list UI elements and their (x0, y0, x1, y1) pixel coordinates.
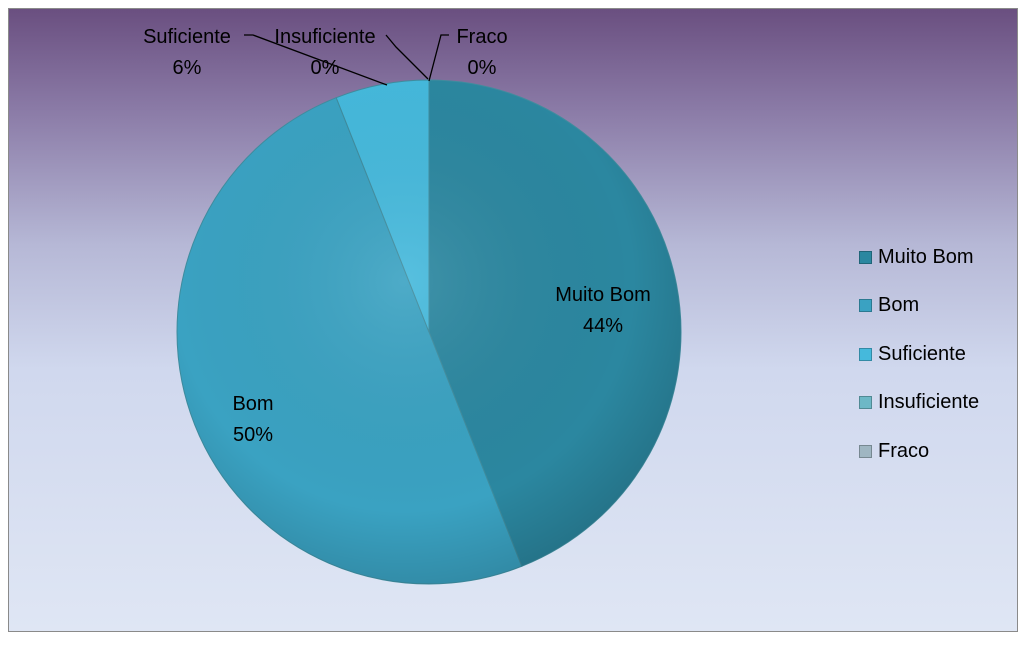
legend-item-fraco: Fraco (859, 427, 979, 476)
legend-label-muito-bom: Muito Bom (878, 245, 974, 268)
legend: Muito Bom Bom Suficiente Insuficiente Fraco (859, 233, 979, 476)
data-label-muito-bom: Muito Bom 44% (555, 284, 651, 337)
leader-line-suficiente (244, 34, 388, 86)
legend-swatch-suficiente (859, 347, 872, 361)
legend-label-suficiente: Suficiente (878, 342, 966, 365)
legend-label-fraco: Fraco (878, 439, 930, 462)
legend-item-muito-bom: Muito Bom (859, 233, 979, 282)
legend-item-insuficiente: Insuficiente (859, 379, 979, 428)
chart-area: Muito Bom 44% Bom 50% Suficiente 6% Insuficien… (8, 8, 1018, 632)
data-label-fraco: Fraco 0% (456, 26, 507, 79)
legend-label-bom: Bom (878, 294, 920, 317)
legend-item-suficiente: Suficiente (859, 330, 979, 379)
data-label-insuficiente: Insuficiente 0% (274, 26, 375, 79)
legend-swatch-muito-bom (859, 250, 872, 264)
legend-swatch-bom (859, 299, 872, 313)
legend-swatch-insuficiente (859, 396, 872, 410)
leader-line-fraco (428, 34, 449, 82)
legend-item-bom: Bom (859, 282, 979, 331)
legend-swatch-fraco (859, 444, 872, 458)
data-label-suficiente: Suficiente 6% (143, 26, 231, 79)
legend-label-insuficiente: Insuficiente (878, 391, 980, 414)
leader-line-insuficiente (385, 34, 429, 80)
data-label-bom: Bom 50% (232, 393, 273, 446)
